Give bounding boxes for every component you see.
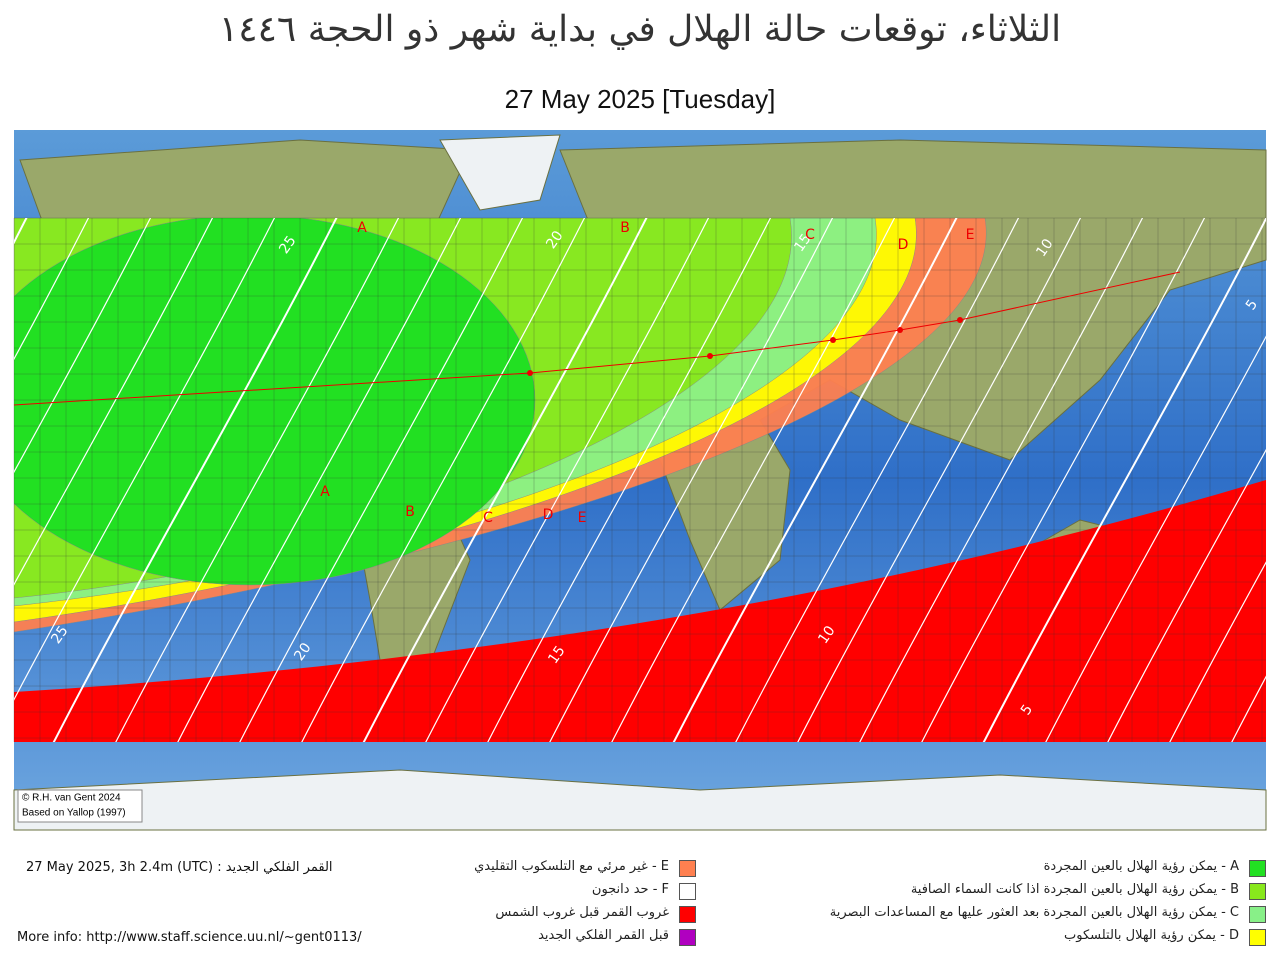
credit-line: © R.H. van Gent 2024 [22,793,121,804]
credit-line: Based on Yallop (1997) [22,808,126,819]
contour-line [14,218,28,245]
moonset-zone [14,480,1266,742]
contour-line [735,218,1020,742]
zone-label: A [357,220,367,236]
contour-line [14,218,90,361]
contour-line [611,218,896,742]
contour-line [487,218,772,742]
subtitle: 27 May 2025 [Tuesday] [505,84,776,114]
legend-label: C - يمكن رؤية الهلال بالعين المجردة بعد … [829,905,1239,920]
legend-swatch [1249,929,1266,946]
legend-label: F - حد دانجون [591,882,669,897]
zone-label: A [320,484,330,500]
legend-label: D - يمكن رؤية الهلال بالتلسكوب [1064,928,1239,943]
legend-swatch [679,906,696,923]
legend-swatch [679,883,696,900]
legend-swatch [1249,906,1266,923]
legend-swatch [1249,883,1266,900]
contour-line [239,218,524,742]
contour-line [1045,335,1266,742]
contour-line [859,218,1144,742]
zone-label: E [578,510,587,526]
contour-line [14,218,276,701]
contour-line [14,218,214,586]
contour-line [549,218,834,742]
contour-line [0,130,8,850]
contour-line [52,218,338,742]
contour-line [177,218,462,742]
credit-box [17,789,143,823]
zone-label: D [898,237,909,253]
legend-swatch [1249,860,1266,877]
zone-label: D [543,507,554,523]
contour-line [1107,448,1266,742]
zone-label: E [966,227,975,243]
zone-label: C [483,510,493,526]
contour-line [362,218,648,742]
legend-label: B - يمكن رؤية الهلال بالعين المجردة اذا … [910,882,1239,897]
legend-label: قبل القمر الفلكي الجديد [538,928,669,943]
legend-swatch [679,860,696,877]
legend-label: E - غير مرئي مع التلسكوب التقليدي [474,859,669,874]
more-info: More info: http://www.staff.science.uu.n… [17,930,362,945]
contour-line [672,218,958,742]
zone-label: B [620,220,630,236]
legend-label: غروب القمر قبل غروب الشمس [495,905,669,920]
title: الثلاثاء، توقعات حالة الهلال في بداية شه… [219,9,1061,50]
zone-label: B [405,504,415,520]
line-dots [527,317,963,376]
contour-line [301,218,586,742]
legend-swatch [679,929,696,946]
new-moon-time: 27 May 2025, 3h 2.4m (UTC) : القمر الفلك… [26,860,333,875]
contour-line [14,218,152,474]
contour-line [115,218,400,742]
contour-line [982,218,1266,742]
map-figure: الثلاثاء، توقعات حالة الهلال في بداية شه… [0,9,1267,850]
legend-label: A - يمكن رؤية الهلال بالعين المجردة [1043,859,1239,874]
contour-line [797,218,1082,742]
contour-line [425,218,710,742]
zone-label: C [805,227,815,243]
contour-line [921,218,1206,742]
